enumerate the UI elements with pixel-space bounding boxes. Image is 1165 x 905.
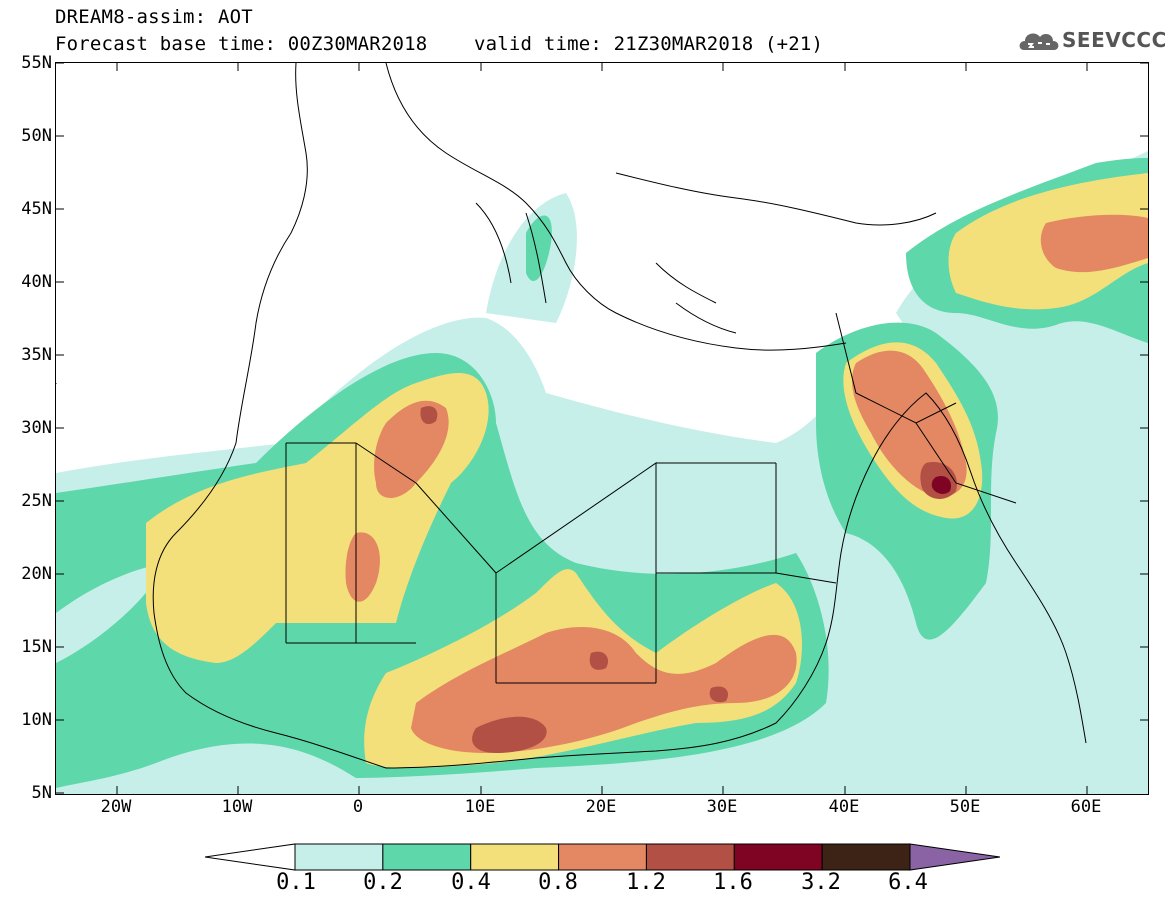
- logo-text: SEEVCCC: [1062, 28, 1165, 52]
- lat-label: 30N: [21, 418, 52, 438]
- lon-label: 40E: [828, 797, 860, 817]
- lon-label: 20E: [585, 797, 617, 817]
- colorbar-high-arrow: [909, 843, 1000, 871]
- lat-label: 10N: [21, 710, 52, 730]
- axis-ticks: [56, 63, 1148, 794]
- lat-label: 35N: [21, 345, 52, 365]
- lon-label: 60E: [1070, 797, 1102, 817]
- lat-label: 20N: [21, 564, 52, 584]
- colorbar-low-arrow: [205, 843, 296, 871]
- map-title: DREAM8-assim: AOT: [55, 6, 253, 28]
- colorbar-segment: [294, 843, 384, 871]
- cloud-icon: [1019, 33, 1059, 50]
- colorbar-label: 6.4: [888, 870, 928, 895]
- coastlines: [56, 63, 1087, 769]
- lat-label: 5N: [31, 783, 52, 803]
- lat-label: 25N: [21, 491, 52, 511]
- colorbar-segment: [821, 843, 911, 871]
- lat-label: 55N: [21, 53, 52, 73]
- lon-label: 20W: [100, 797, 132, 817]
- colorbar-segment: [733, 843, 823, 871]
- colorbar-label: 1.2: [626, 870, 666, 895]
- colorbar-segment: [470, 843, 560, 871]
- lon-label: 10E: [464, 797, 496, 817]
- map-canvas: [56, 63, 1148, 794]
- lat-label: 15N: [21, 637, 52, 657]
- colorbar-label: 0.1: [276, 870, 316, 895]
- logo: [1019, 33, 1059, 50]
- colorbar-segment: [558, 843, 647, 871]
- lat-label: 45N: [21, 199, 52, 219]
- colorbar: [205, 843, 1000, 871]
- lon-label: 50E: [949, 797, 981, 817]
- aot-map: [55, 62, 1149, 795]
- colorbar-label: 3.2: [801, 870, 841, 895]
- colorbar-label: 0.2: [363, 870, 403, 895]
- colorbar-segment: [382, 843, 472, 871]
- aot-contours: [56, 151, 1148, 794]
- lon-label: 10W: [221, 797, 253, 817]
- lon-label: 0: [352, 797, 364, 817]
- lat-label: 40N: [21, 272, 52, 292]
- lon-label: 30E: [706, 797, 738, 817]
- lat-label: 50N: [21, 126, 52, 146]
- colorbar-label: 0.4: [451, 870, 491, 895]
- colorbar-segment: [645, 843, 735, 871]
- forecast-time-line: Forecast base time: 00Z30MAR2018 valid t…: [55, 33, 824, 55]
- colorbar-label: 1.6: [713, 870, 753, 895]
- colorbar-label: 0.8: [538, 870, 578, 895]
